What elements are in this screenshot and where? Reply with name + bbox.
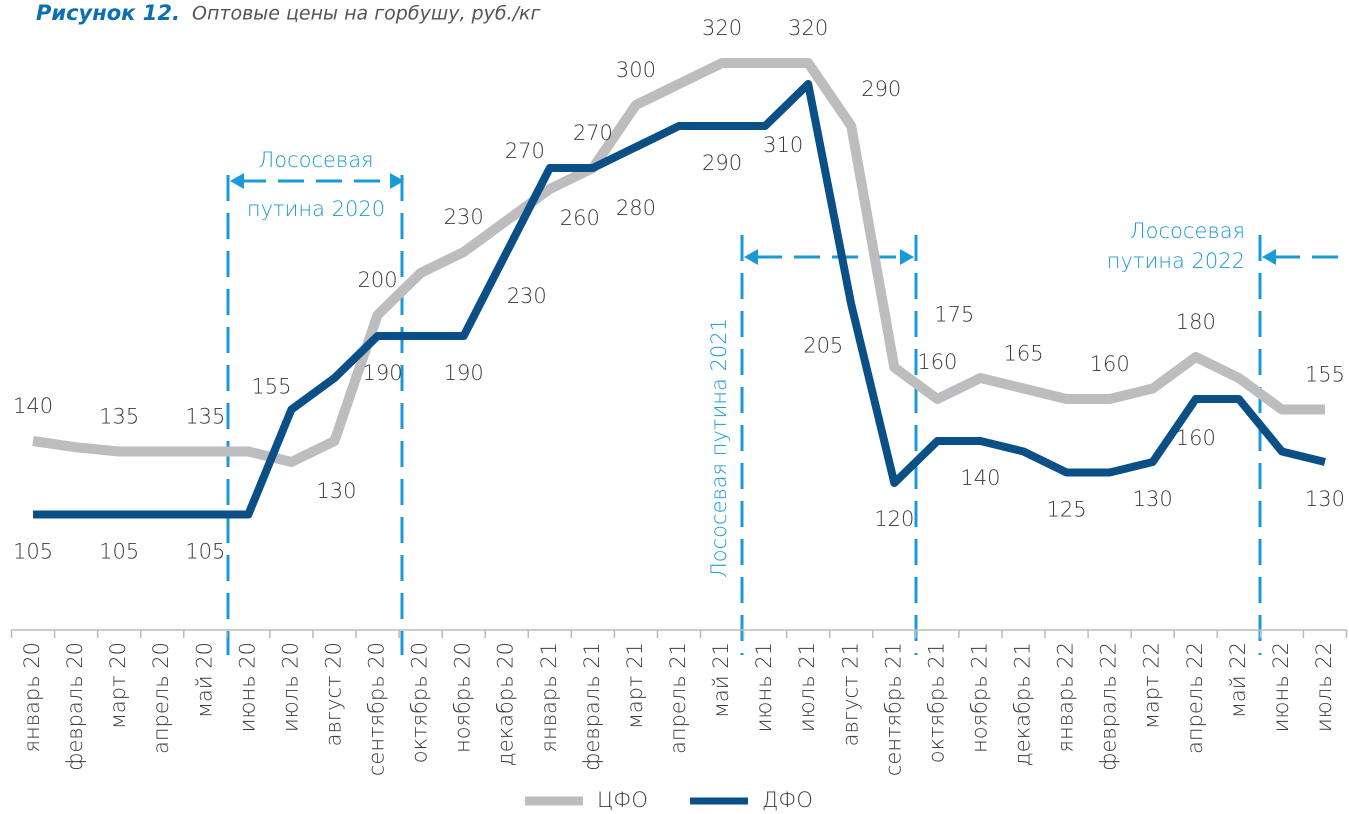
annotations: Лососевая путина 2020 Лососевая путина 2… — [226, 148, 1349, 655]
data-label: 270 — [573, 121, 613, 145]
data-label: 125 — [1047, 498, 1087, 522]
data-label: 260 — [560, 206, 600, 230]
annotation: путина 2022 — [1107, 249, 1245, 273]
annotation: Лососевая — [1130, 219, 1245, 243]
x-tick-label: июль 20 — [278, 642, 302, 732]
x-tick-label: ноябрь 21 — [967, 642, 991, 753]
data-label: 320 — [788, 16, 828, 40]
arrow-head — [230, 173, 244, 189]
x-tick-label: апрель 21 — [666, 642, 690, 754]
data-label: 190 — [444, 361, 484, 385]
data-label: 140 — [960, 466, 1000, 490]
data-label: 200 — [358, 268, 398, 292]
data-label: 105 — [99, 540, 139, 564]
x-tick-label: сентябрь 21 — [881, 642, 905, 776]
arrow-head — [900, 249, 914, 265]
x-tick-label: март 20 — [106, 642, 130, 729]
x-tick-label: июнь 20 — [235, 642, 259, 732]
data-label: 165 — [1003, 342, 1043, 366]
data-label: 230 — [444, 205, 484, 229]
x-tick-label: июнь 22 — [1269, 642, 1293, 732]
x-tick-label: сентябрь 20 — [365, 642, 389, 776]
data-label: 135 — [185, 405, 225, 429]
annotation: путина 2020 — [247, 197, 385, 221]
data-label: 155 — [1305, 363, 1345, 387]
data-label: 130 — [1305, 487, 1345, 511]
data-label: 130 — [316, 479, 356, 503]
x-tick-label: февраль 21 — [580, 642, 604, 771]
x-tick-label: октябрь 21 — [924, 642, 948, 763]
chart-title: Оптовые цены на горбушу, руб./кг — [192, 3, 541, 25]
x-tick-label: апрель 22 — [1183, 642, 1207, 754]
x-tick-label: август 20 — [321, 642, 345, 746]
x-tick-label: май 20 — [192, 642, 216, 718]
series-line — [32, 58, 1325, 467]
data-label: 155 — [251, 375, 291, 399]
x-tick-label: июль 22 — [1312, 642, 1336, 732]
x-tick-label: февраль 22 — [1097, 642, 1121, 771]
data-label: 160 — [1090, 352, 1130, 376]
x-tick-label: январь 22 — [1054, 642, 1078, 752]
x-tick-label: декабрь 21 — [1011, 642, 1035, 766]
x-tick-label: январь 21 — [537, 642, 561, 752]
legend-label: ДФО — [762, 788, 813, 812]
x-tick-label: июль 21 — [795, 642, 819, 732]
arrow-head — [744, 249, 758, 265]
data-label: 230 — [507, 284, 547, 308]
x-tick-label: май 21 — [709, 642, 733, 718]
data-label: 130 — [1133, 487, 1173, 511]
data-label: 140 — [13, 394, 53, 418]
data-label: 290 — [861, 77, 901, 101]
data-label: 270 — [505, 139, 545, 163]
x-tick-label: февраль 20 — [63, 642, 87, 771]
arrow-head — [390, 173, 404, 189]
data-label: 105 — [13, 540, 53, 564]
data-label: 180 — [1176, 310, 1216, 334]
arrow-head — [1262, 249, 1276, 265]
x-tick-label: август 21 — [838, 642, 862, 746]
x-tick-label: октябрь 20 — [408, 642, 432, 763]
series-line — [33, 80, 1326, 519]
x-tick-label: январь 20 — [20, 642, 44, 752]
x-tick-label: декабрь 20 — [494, 642, 518, 766]
data-label: 290 — [702, 151, 742, 175]
data-label: 300 — [616, 58, 656, 82]
x-tick-label: апрель 20 — [149, 642, 173, 754]
x-tick-label: май 22 — [1226, 642, 1250, 718]
data-label: 190 — [363, 361, 403, 385]
annotation: Лососевая — [258, 148, 373, 172]
x-tick-label: март 22 — [1140, 642, 1164, 729]
legend-label: ЦФО — [597, 788, 648, 812]
data-label: 105 — [185, 540, 225, 564]
data-label: 175 — [934, 303, 974, 327]
data-label: 160 — [917, 350, 957, 374]
data-label: 135 — [99, 405, 139, 429]
x-tick-label: июнь 21 — [752, 642, 776, 732]
data-label: 120 — [874, 507, 914, 531]
data-label: 320 — [702, 16, 742, 40]
data-label: 160 — [1176, 426, 1216, 450]
data-label: 205 — [803, 334, 843, 358]
figure-label: Рисунок 12. — [36, 1, 180, 25]
x-tick-label: ноябрь 20 — [451, 642, 475, 753]
data-label: 310 — [763, 133, 803, 157]
annotation: Лососевая путина 2021 — [707, 318, 731, 578]
data-label: 280 — [616, 196, 656, 220]
x-tick-label: март 21 — [623, 642, 647, 729]
